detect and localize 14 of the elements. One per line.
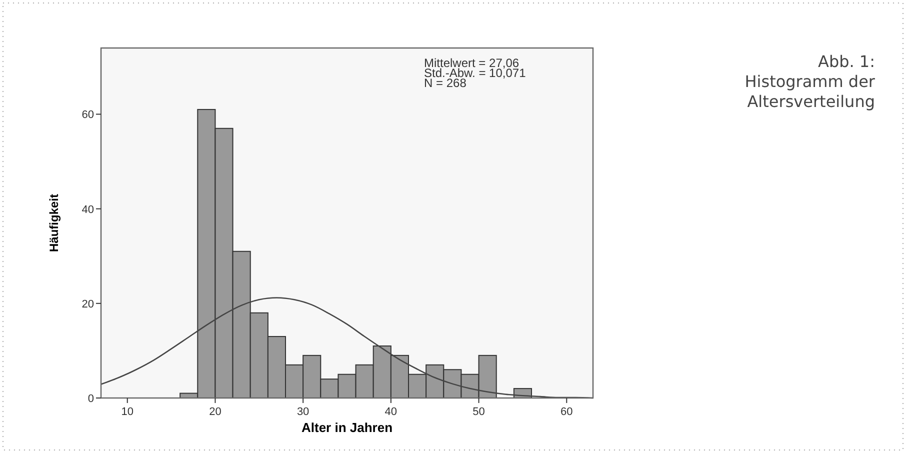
text: Abb. 1: Histogramm der Altersverteilung	[744, 52, 876, 111]
x-tick-label: 20	[209, 406, 222, 418]
x-axis-title: Alter in Jahren	[301, 420, 393, 435]
y-tick-label: 60	[82, 109, 94, 122]
x-tick-label: 60	[560, 406, 573, 418]
x-tick-label: 10	[121, 406, 134, 418]
y-tick-label: 40	[82, 204, 94, 216]
x-tick-label: 40	[384, 406, 398, 418]
y-tick-label: 20	[82, 298, 94, 310]
y-tick-label: 0	[88, 393, 94, 405]
x-tick-label: 50	[472, 406, 485, 418]
x-tick-label: 30	[296, 406, 310, 418]
annotation: N = 268	[424, 76, 467, 90]
y-axis-title: Häufigkeit	[47, 194, 61, 252]
